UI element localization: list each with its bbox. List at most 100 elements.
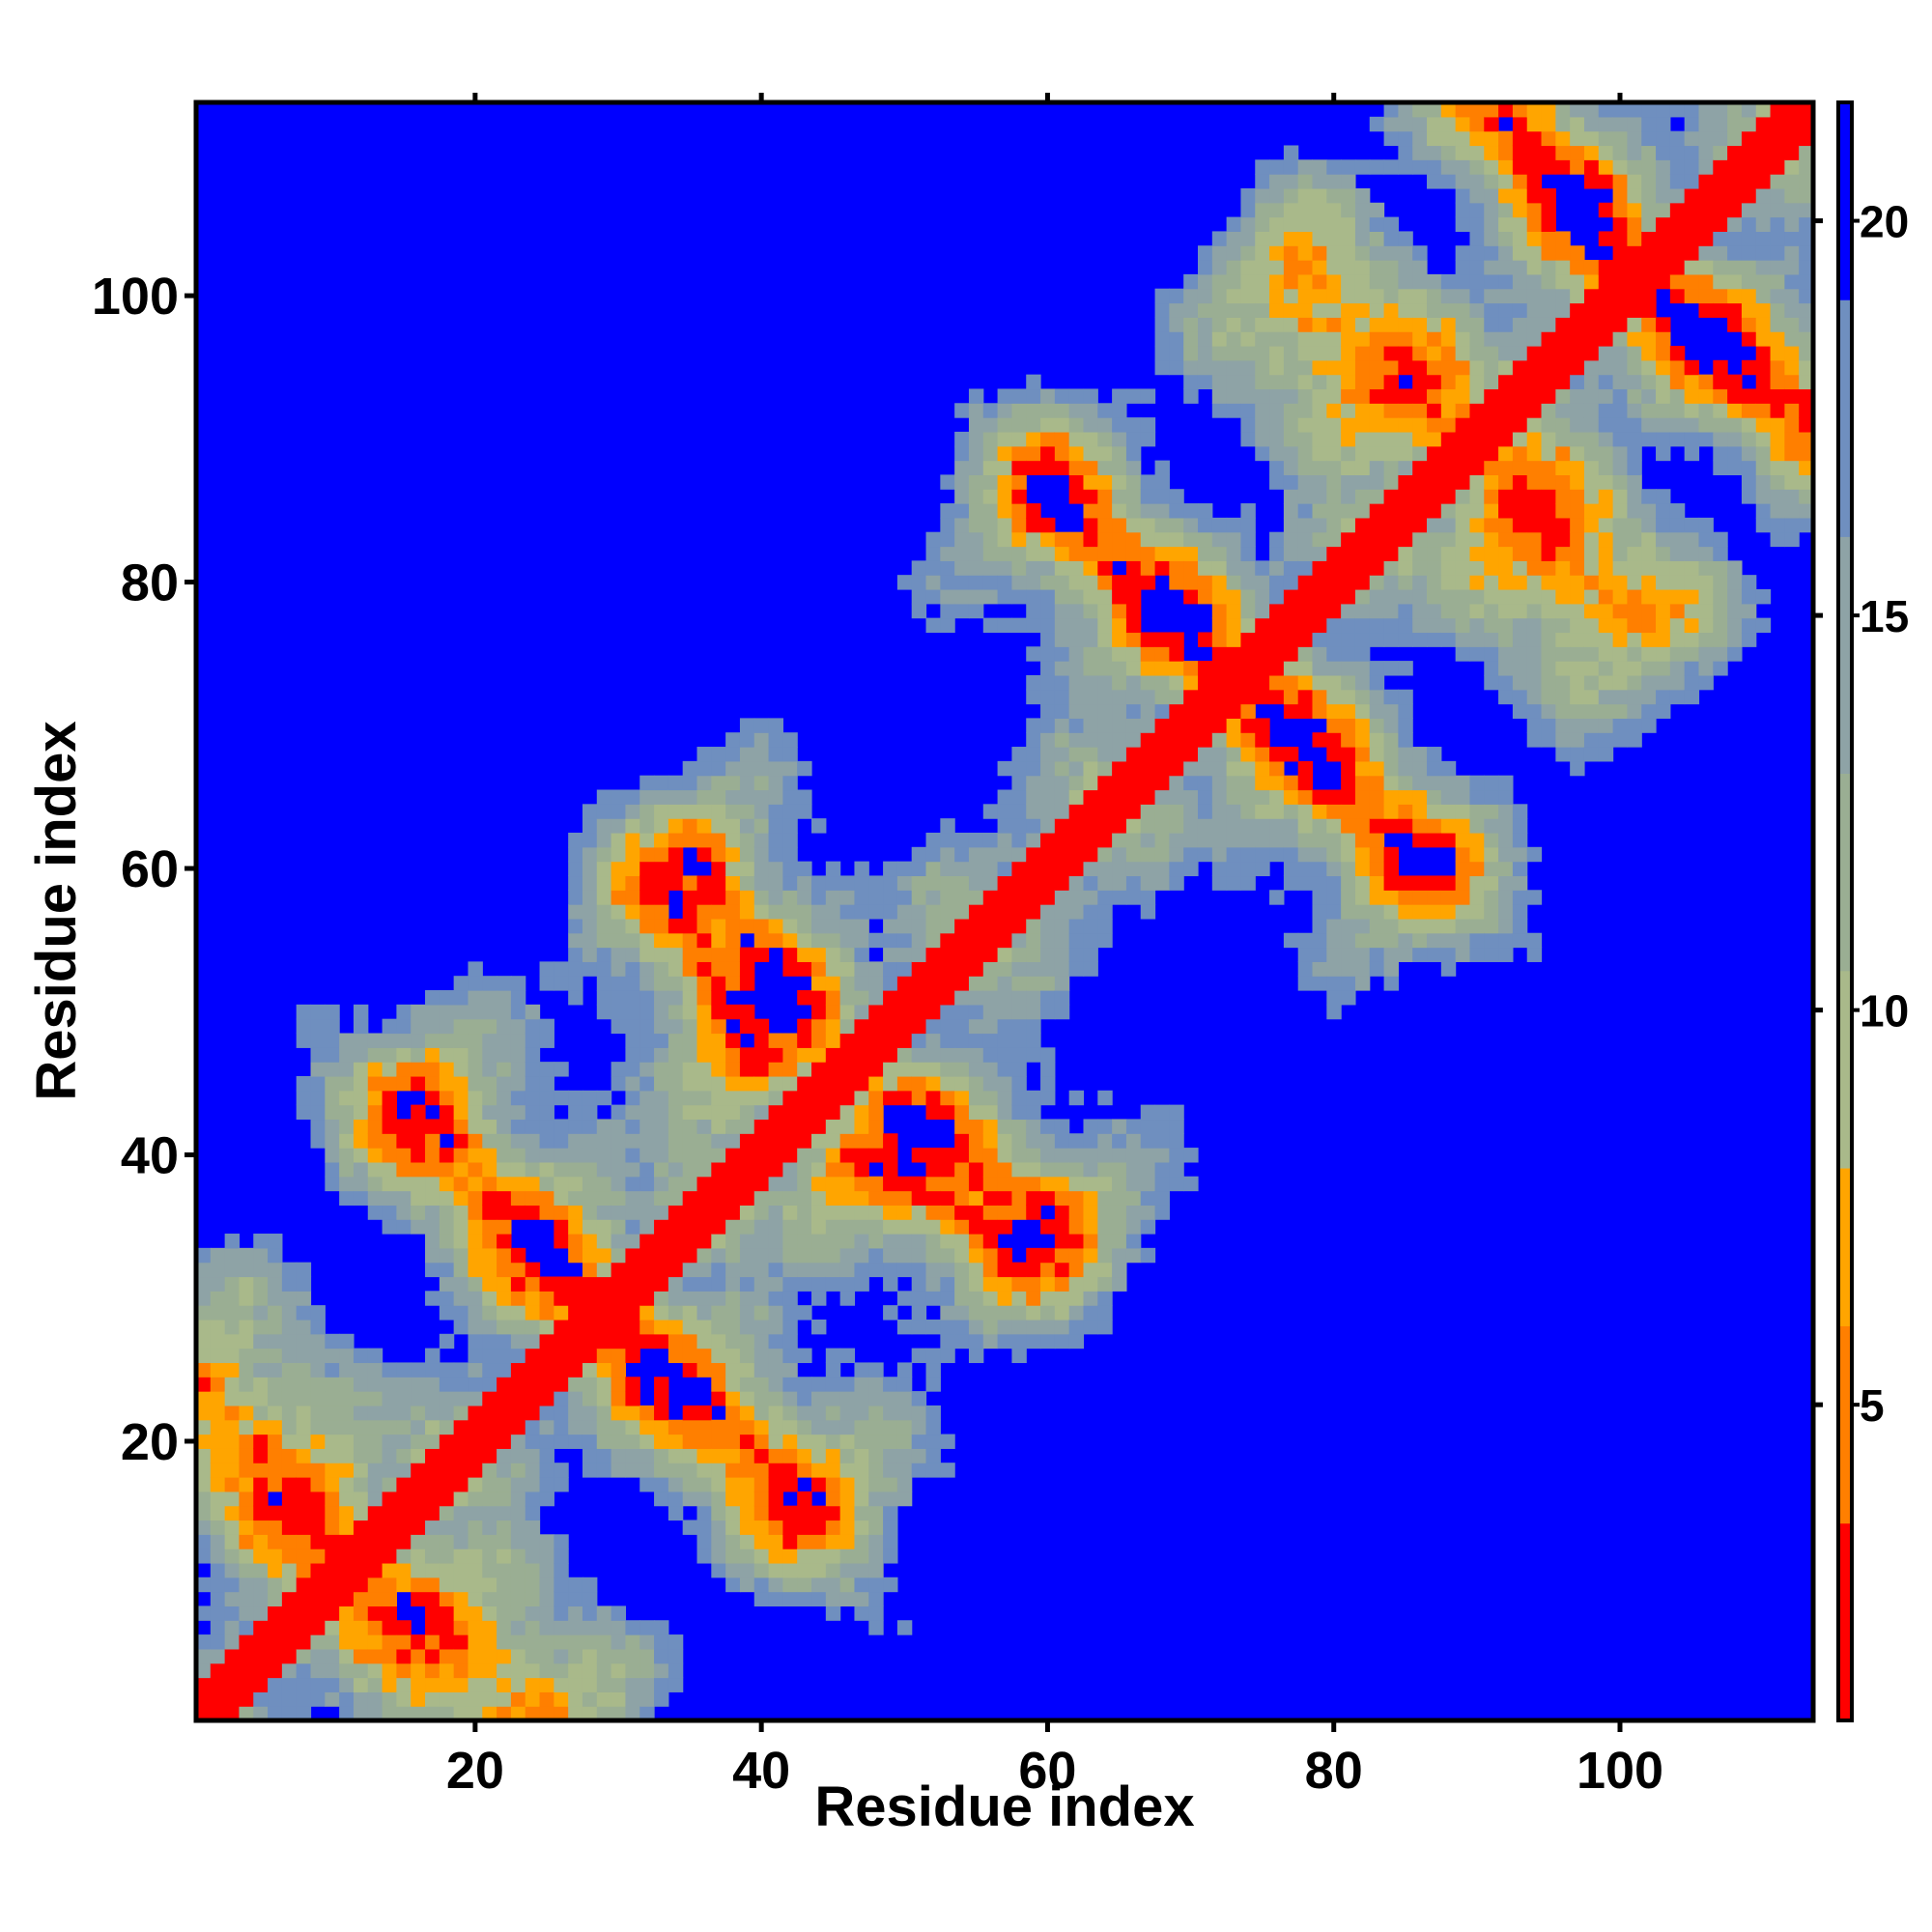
heatmap-cell (1240, 503, 1256, 519)
heatmap-cell (482, 1047, 497, 1063)
heatmap-cell (811, 1090, 827, 1106)
heatmap-cell (753, 1348, 770, 1364)
heatmap-cell (510, 1161, 526, 1178)
heatmap-cell (1427, 116, 1442, 132)
heatmap-cell (1484, 431, 1499, 447)
heatmap-cell (1383, 288, 1399, 304)
heatmap-cell (1197, 374, 1213, 390)
heatmap-cell (782, 775, 798, 791)
heatmap-cell (1484, 531, 1499, 548)
heatmap-cell (1011, 617, 1027, 634)
heatmap-cell (353, 1648, 369, 1664)
heatmap-cell (1211, 846, 1228, 863)
heatmap-cell (411, 1434, 426, 1449)
heatmap-cell (425, 1520, 440, 1535)
heatmap-cell (1440, 517, 1457, 533)
heatmap-cell (325, 1691, 340, 1707)
heatmap-cell (582, 1234, 598, 1249)
heatmap-cell (1026, 890, 1041, 905)
heatmap-cell (1154, 661, 1170, 676)
heatmap-cell (782, 932, 798, 949)
heatmap-cell (1083, 531, 1098, 548)
heatmap-cell (1369, 474, 1385, 490)
heatmap-cell (1455, 302, 1471, 318)
heatmap-cell (1455, 560, 1471, 576)
heatmap-cell (739, 1377, 755, 1392)
heatmap-cell (1570, 617, 1585, 634)
heatmap-cell (1498, 130, 1514, 147)
heatmap-cell (768, 1319, 783, 1335)
heatmap-cell (1312, 245, 1327, 261)
heatmap-cell (325, 1119, 340, 1134)
heatmap-cell (1026, 560, 1041, 576)
heatmap-cell (1026, 517, 1041, 533)
heatmap-cell (582, 1648, 598, 1664)
heatmap-cell (239, 1276, 254, 1292)
heatmap-cell (510, 1419, 526, 1435)
heatmap-cell (1684, 202, 1700, 218)
heatmap-cell (739, 904, 755, 920)
heatmap-cell (1526, 689, 1543, 705)
heatmap-cell (1526, 632, 1543, 647)
heatmap-cell (1383, 689, 1399, 705)
heatmap-cell (253, 1448, 269, 1463)
heatmap-cell (696, 818, 712, 834)
heatmap-cell (453, 1004, 469, 1020)
heatmap-cell (1656, 674, 1671, 691)
heatmap-cell (510, 1176, 526, 1192)
heatmap-cell (510, 1491, 526, 1507)
heatmap-cell (196, 1247, 212, 1264)
heatmap-cell (639, 1148, 655, 1163)
heatmap-cell (1656, 403, 1671, 418)
heatmap-cell (682, 1262, 698, 1278)
heatmap-cell (596, 932, 612, 949)
heatmap-cell (654, 1234, 669, 1249)
heatmap-cell (1125, 588, 1142, 605)
heatmap-cell (339, 1419, 355, 1435)
heatmap-cell (1598, 617, 1614, 634)
heatmap-cell (753, 1362, 770, 1378)
heatmap-cell (510, 1634, 526, 1650)
heatmap-cell (1641, 674, 1657, 691)
heatmap-cell (639, 789, 655, 805)
heatmap-cell (1412, 288, 1428, 304)
heatmap-cell (439, 1176, 455, 1192)
heatmap-cell (353, 1419, 369, 1435)
heatmap-cell (782, 1190, 798, 1206)
heatmap-cell (1040, 661, 1056, 676)
heatmap-cell (768, 1148, 783, 1163)
heatmap-cell (1612, 489, 1629, 504)
heatmap-cell (539, 1075, 554, 1092)
heatmap-cell (525, 1605, 541, 1621)
heatmap-cell (1455, 531, 1471, 548)
heatmap-cell (1612, 460, 1629, 475)
heatmap-cell (797, 1090, 812, 1106)
heatmap-cell (696, 1305, 712, 1321)
heatmap-cell (411, 1448, 426, 1463)
heatmap-cell (883, 1520, 898, 1535)
heatmap-cell (725, 760, 741, 777)
heatmap-cell (554, 1691, 569, 1707)
heatmap-cell (940, 603, 955, 619)
heatmap-cell (839, 947, 856, 962)
heatmap-cell (196, 1448, 212, 1463)
heatmap-cell (639, 1176, 655, 1192)
heatmap-cell (1440, 918, 1457, 934)
heatmap-cell (1112, 674, 1127, 691)
heatmap-cell (1255, 331, 1270, 347)
heatmap-cell (367, 1047, 384, 1063)
heatmap-cell (1269, 789, 1285, 805)
heatmap-cell (1083, 661, 1098, 676)
heatmap-cell (1455, 102, 1471, 118)
heatmap-cell (625, 1391, 640, 1406)
heatmap-cell (1068, 890, 1085, 905)
heatmap-cell (281, 1448, 298, 1463)
heatmap-cell (1097, 818, 1113, 834)
heatmap-cell (525, 1062, 541, 1077)
heatmap-cell (239, 1662, 254, 1679)
heatmap-cell (1598, 273, 1614, 290)
heatmap-cell (453, 1090, 469, 1106)
heatmap-cell (1283, 775, 1299, 791)
heatmap-cell (1656, 646, 1671, 662)
heatmap-cell (682, 1062, 698, 1077)
